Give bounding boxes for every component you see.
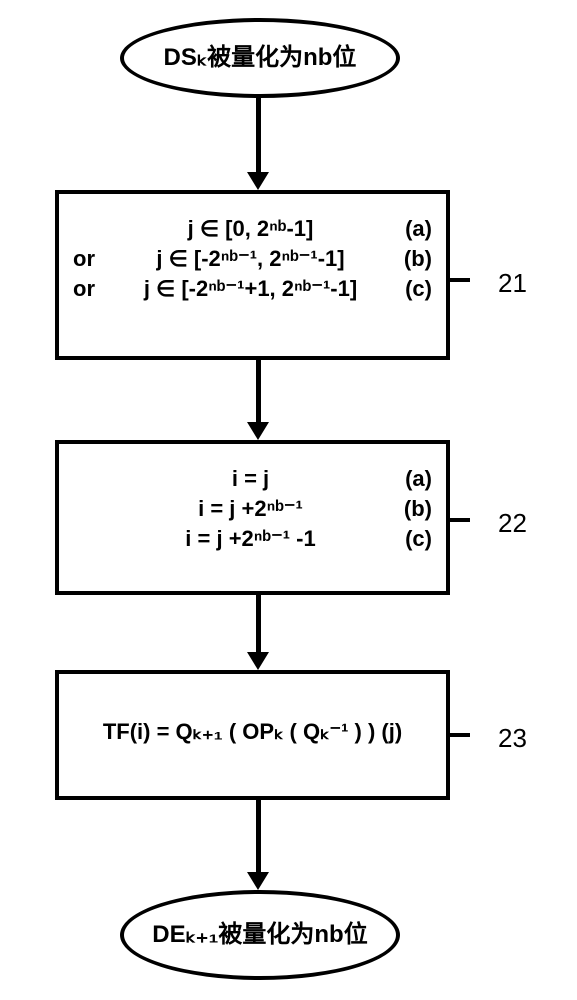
- step21-row-c-expr: j ∈ [-2ⁿᵇ⁻¹+1, 2ⁿᵇ⁻¹-1]: [113, 276, 388, 302]
- step21-row-b-tag: (b): [388, 246, 432, 272]
- step21-tick: [450, 278, 470, 282]
- step22-row-c-tag: (c): [388, 526, 432, 552]
- step21-row-a-expr: j ∈ [0, 2ⁿᵇ-1]: [113, 216, 388, 242]
- end-terminal: DEₖ₊₁被量化为nb位: [120, 890, 400, 980]
- start-text: DSₖ被量化为nb位: [164, 44, 357, 73]
- step21-label: 21: [498, 268, 527, 299]
- step21-row-b: or j ∈ [-2ⁿᵇ⁻¹, 2ⁿᵇ⁻¹-1] (b): [73, 246, 432, 272]
- arrow-4-head: [247, 872, 269, 890]
- step22-row-a-expr: i = j: [113, 466, 388, 492]
- step21-row-b-expr: j ∈ [-2ⁿᵇ⁻¹, 2ⁿᵇ⁻¹-1]: [113, 246, 388, 272]
- arrow-4-line: [256, 800, 261, 872]
- flowchart-container: DSₖ被量化为nb位 j ∈ [0, 2ⁿᵇ-1] (a) or j ∈ [-2…: [0, 0, 577, 1000]
- process-step-23: TF(i) = Qₖ₊₁ ( OPₖ ( Qₖ⁻¹ ) ) (j): [55, 670, 450, 800]
- step21-row-c-tag: (c): [388, 276, 432, 302]
- arrow-1-line: [256, 98, 261, 172]
- arrow-2-line: [256, 360, 261, 422]
- step22-row-b: i = j +2ⁿᵇ⁻¹ (b): [73, 496, 432, 522]
- step22-tick: [450, 518, 470, 522]
- arrow-3-head: [247, 652, 269, 670]
- step22-label: 22: [498, 508, 527, 539]
- step22-row-a: i = j (a): [73, 466, 432, 492]
- step22-row-b-expr: i = j +2ⁿᵇ⁻¹: [113, 496, 388, 522]
- step21-row-c-or: or: [73, 276, 113, 302]
- step23-label: 23: [498, 723, 527, 754]
- step22-row-a-tag: (a): [388, 466, 432, 492]
- start-terminal: DSₖ被量化为nb位: [120, 18, 400, 98]
- step22-row-c: i = j +2ⁿᵇ⁻¹ -1 (c): [73, 526, 432, 552]
- step21-row-a-tag: (a): [388, 216, 432, 242]
- step21-row-a: j ∈ [0, 2ⁿᵇ-1] (a): [73, 216, 432, 242]
- arrow-1-head: [247, 172, 269, 190]
- step22-row-b-tag: (b): [388, 496, 432, 522]
- step21-row-c: or j ∈ [-2ⁿᵇ⁻¹+1, 2ⁿᵇ⁻¹-1] (c): [73, 276, 432, 302]
- process-step-21: j ∈ [0, 2ⁿᵇ-1] (a) or j ∈ [-2ⁿᵇ⁻¹, 2ⁿᵇ⁻¹…: [55, 190, 450, 360]
- end-text: DEₖ₊₁被量化为nb位: [152, 921, 367, 950]
- step21-row-b-or: or: [73, 246, 113, 272]
- step23-expr: TF(i) = Qₖ₊₁ ( OPₖ ( Qₖ⁻¹ ) ) (j): [73, 719, 432, 745]
- step23-tick: [450, 733, 470, 737]
- process-step-22: i = j (a) i = j +2ⁿᵇ⁻¹ (b) i = j +2ⁿᵇ⁻¹ …: [55, 440, 450, 595]
- arrow-3-line: [256, 595, 261, 652]
- arrow-2-head: [247, 422, 269, 440]
- step22-row-c-expr: i = j +2ⁿᵇ⁻¹ -1: [113, 526, 388, 552]
